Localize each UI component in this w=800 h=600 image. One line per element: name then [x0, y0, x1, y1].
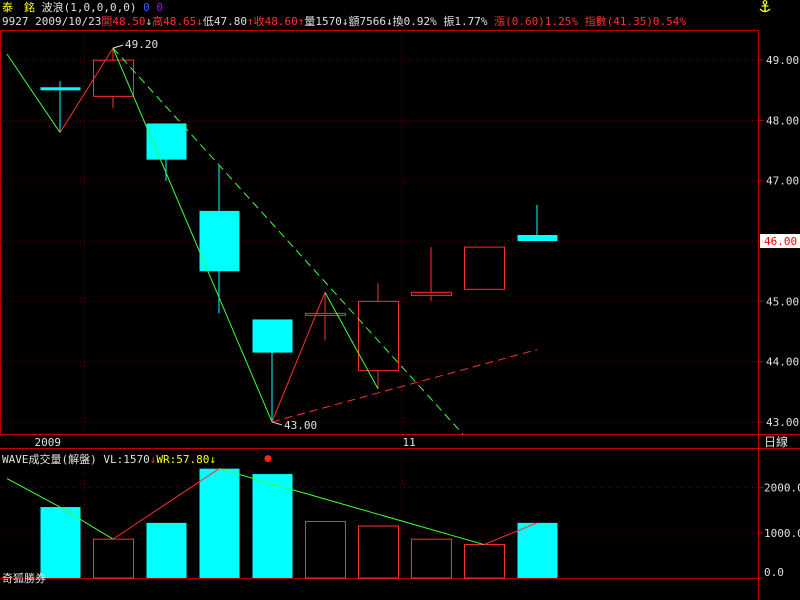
annotation-label: 43.00 [284, 419, 317, 432]
price-tick-label: 43.00 [766, 416, 799, 429]
amount: 額7566 [348, 15, 386, 28]
down-arrow: ↓ [145, 15, 153, 28]
quote-header: 泰 銘 波浪(1,0,0,0,0) 0 0 9927 2009/10/23開48… [0, 0, 760, 30]
volume-bar [411, 538, 452, 579]
volume-bar [517, 522, 558, 578]
volume-wave-segment [112, 468, 220, 540]
wave-line [6, 47, 379, 423]
indicator-label[interactable]: 波浪(1,0,0,0,0) [41, 1, 137, 14]
volume-bar [464, 544, 505, 579]
wave-segment [6, 53, 61, 133]
up-arrow: ↑ [246, 15, 254, 28]
volume-bar [305, 521, 346, 579]
stock-name[interactable]: 泰 銘 [2, 1, 35, 14]
wr-value: WR:57.80 [156, 453, 210, 466]
anchor-icon[interactable] [758, 0, 772, 14]
index-change: 指數(41.35)0.54% [584, 15, 687, 28]
volume-series [6, 455, 558, 579]
down-arrow: ↓ [209, 453, 216, 466]
trendline [112, 47, 464, 435]
volume-bar [252, 474, 293, 578]
close-price: 收48.60 [253, 15, 298, 28]
candle-body [464, 246, 505, 290]
code-date: 9927 2009/10/23 [2, 15, 102, 28]
candle-body [252, 319, 293, 353]
candle-body [40, 87, 81, 91]
candle-body [199, 210, 240, 272]
volume-wave-segment [483, 522, 538, 546]
volume-tick-label: 0.0 [764, 566, 784, 579]
price-tick-label: 49.00 [766, 54, 799, 67]
candle-body [305, 312, 346, 316]
period-label: 日線 [764, 434, 788, 449]
price-tick-label: 44.00 [766, 356, 799, 369]
annotation-pointer [112, 44, 124, 49]
candle-body [411, 291, 452, 296]
vl-value: VL:1570 [103, 453, 150, 466]
volume-bar [40, 507, 81, 578]
volume-bar [358, 525, 399, 579]
candle-body [93, 59, 134, 97]
date-axis: 2009 11 日線 [35, 434, 789, 449]
price-tick-label: 45.00 [766, 295, 799, 308]
date-label: 2009 [35, 436, 62, 449]
volume-wave-segment [59, 506, 114, 540]
change: 漲(0.60)1.25% [494, 15, 578, 28]
low-price: 低47.80 [202, 15, 247, 28]
candlestick-series [40, 48, 558, 422]
high-price: 高48.65 [152, 15, 197, 28]
price-annotations: 49.20 43.00 [112, 38, 317, 432]
volume-bar [93, 538, 134, 579]
price-grid [0, 30, 800, 600]
broker-name: 奇狐勝券 [2, 572, 46, 585]
wave-segment [271, 292, 326, 423]
down-arrow: ↓ [196, 15, 203, 28]
wave-segment [59, 47, 114, 133]
volume-header: WAVE成交量(解盤) VL:1570↓WR:57.80↓ [2, 451, 216, 467]
date-label: 11 [403, 436, 416, 449]
annotation-label: 49.20 [125, 38, 158, 51]
trendlines [112, 47, 538, 435]
trendline [271, 349, 538, 423]
indicator-value-b: 0 [156, 1, 163, 14]
volume: 量1570 [304, 15, 342, 28]
open-price: 開48.50 [101, 15, 146, 28]
volume-marker [264, 455, 272, 463]
annotation-pointer [271, 421, 283, 426]
up-arrow: ↑ [297, 15, 305, 28]
turnover: 換0.92% [392, 15, 437, 28]
price-tick-label: 48.00 [766, 114, 799, 127]
current-price-label: 46.00 [764, 235, 797, 248]
amplitude: 振1.77% [443, 15, 488, 28]
candle-body [517, 235, 558, 242]
volume-axis: 0.0 1000.0 2000.0 [758, 482, 800, 579]
indicator-value-a: 0 [143, 1, 150, 14]
wave-segment [112, 47, 273, 423]
wave-segment [324, 292, 379, 390]
down-arrow: ↓ [385, 15, 393, 28]
volume-bar [199, 468, 240, 578]
volume-tick-label: 1000.0 [764, 527, 800, 540]
volume-wave-segment [218, 468, 485, 546]
down-arrow: ↓ [341, 15, 349, 28]
current-price-tag [760, 234, 800, 249]
volume-bar [146, 522, 187, 578]
price-tick-label: 47.00 [766, 175, 799, 188]
volume-tick-label: 2000.0 [764, 482, 800, 495]
volume-title[interactable]: WAVE成交量(解盤) [2, 453, 97, 466]
volume-wave-segment [6, 478, 61, 508]
candle-body [358, 300, 399, 372]
down-arrow: ↓ [149, 453, 157, 466]
